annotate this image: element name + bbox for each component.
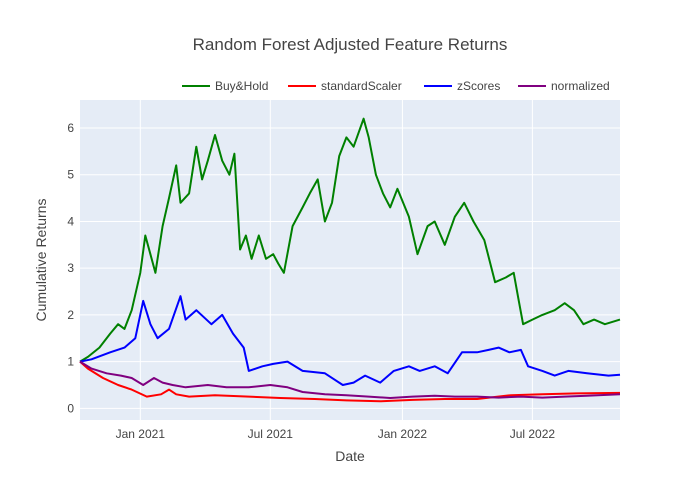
- y-axis-title: Cumulative Returns: [33, 199, 49, 322]
- legend-label: Buy&Hold: [215, 79, 268, 93]
- x-tick-label: Jan 2021: [116, 427, 166, 441]
- y-tick-label: 0: [67, 401, 74, 415]
- y-tick-label: 6: [67, 121, 74, 135]
- plot-background: [80, 100, 620, 420]
- legend-item-zscores[interactable]: zScores: [424, 79, 500, 93]
- x-axis-title: Date: [335, 448, 365, 464]
- y-tick-label: 4: [67, 214, 74, 228]
- series-lines: [79, 117, 621, 403]
- y-tick-label: 3: [67, 261, 74, 275]
- chart-title: Random Forest Adjusted Feature Returns: [193, 35, 508, 54]
- legend[interactable]: Buy&Hold standardScaler zScores normalized: [182, 79, 610, 93]
- x-tick-label: Jul 2021: [248, 427, 294, 441]
- x-tick-label: Jan 2022: [378, 427, 428, 441]
- y-tick-label: 5: [67, 168, 74, 182]
- series-line-buy-hold: [79, 117, 621, 363]
- legend-item-standardscaler[interactable]: standardScaler: [288, 79, 402, 93]
- series-line-zscores: [79, 295, 621, 386]
- x-tick-label: Jul 2022: [510, 427, 556, 441]
- gridlines: [80, 100, 620, 420]
- legend-label: standardScaler: [321, 79, 402, 93]
- y-tick-label: 2: [67, 308, 74, 322]
- x-axis-ticks: Jan 2021 Jul 2021 Jan 2022 Jul 2022: [116, 427, 556, 441]
- series-line-normalized: [79, 360, 621, 399]
- legend-label: zScores: [457, 79, 500, 93]
- y-axis-ticks: 0 1 2 3 4 5 6: [67, 121, 74, 415]
- legend-item-normalized[interactable]: normalized: [518, 79, 610, 93]
- legend-label: normalized: [551, 79, 610, 93]
- y-tick-label: 1: [67, 355, 74, 369]
- legend-item-buy-hold[interactable]: Buy&Hold: [182, 79, 268, 93]
